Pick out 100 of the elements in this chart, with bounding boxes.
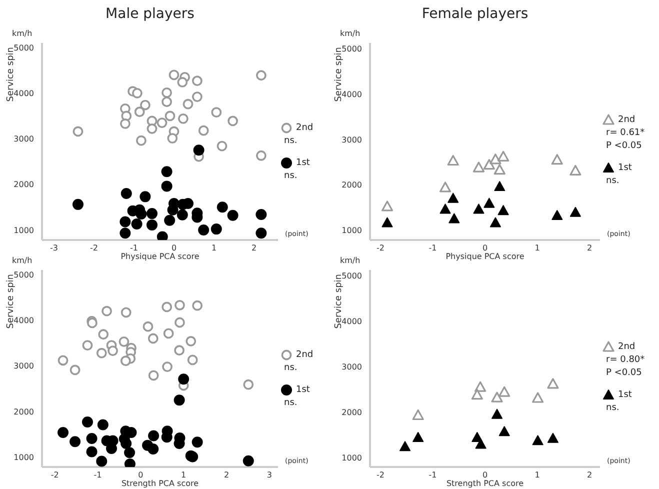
point (148, 333, 158, 344)
point (58, 355, 68, 366)
point (532, 392, 544, 403)
point (400, 441, 411, 452)
point (162, 88, 172, 98)
point (70, 436, 81, 448)
point (484, 198, 495, 208)
point (471, 389, 483, 400)
legend-label: 1st (618, 390, 632, 400)
point (490, 154, 502, 164)
x-tick-label: 0 (171, 244, 177, 253)
y-tick-label: 2000 (342, 408, 362, 417)
point (381, 200, 394, 212)
legend-label: 2nd (618, 342, 636, 352)
point (168, 198, 180, 210)
text: km/h (12, 29, 32, 38)
text: P <0.05 (605, 366, 643, 380)
point (162, 302, 172, 312)
point (70, 364, 80, 376)
y-tick-label: 5000 (14, 43, 34, 52)
point (547, 432, 558, 443)
point (492, 408, 503, 419)
x-tick-label: 0 (138, 470, 144, 480)
y-tick-label: 2000 (342, 180, 362, 190)
chart-title: Female players (420, 6, 530, 22)
point (164, 214, 176, 226)
point (412, 432, 424, 442)
y-tick-label: 4000 (342, 90, 362, 100)
point (174, 394, 185, 406)
point (187, 354, 198, 366)
point (243, 379, 254, 390)
x-tick-label: 0 (482, 244, 488, 253)
point (86, 432, 98, 444)
point (448, 192, 459, 203)
point (98, 329, 109, 340)
x-tick-label: -1 (428, 470, 437, 480)
point (198, 125, 209, 136)
point (552, 210, 563, 220)
point (448, 213, 460, 224)
y-tick-label: 3000 (14, 134, 34, 144)
point (120, 307, 132, 318)
point (242, 455, 254, 466)
point (216, 140, 228, 152)
point (142, 321, 154, 332)
x-tick-label: 1 (534, 470, 540, 480)
point (178, 374, 190, 385)
point (198, 224, 210, 236)
x-tick-label: 3 (266, 470, 272, 480)
point (174, 300, 185, 310)
legend-label: 2nd (296, 122, 314, 133)
point (120, 216, 131, 228)
chart-title: Male players (104, 6, 196, 22)
point (164, 110, 176, 122)
point (256, 208, 267, 220)
x-axis-title: Strength PCA score (445, 479, 525, 488)
point (86, 446, 98, 458)
point (483, 159, 495, 170)
x-axis-title: Physique PCA score (444, 252, 526, 261)
point (177, 77, 188, 88)
x-tick-label: -1 (94, 470, 102, 480)
point (167, 133, 178, 144)
text: ns. (283, 170, 298, 183)
x-tick-label: 1 (534, 244, 540, 253)
point (227, 210, 238, 221)
point (96, 456, 108, 467)
point (120, 188, 132, 199)
text: ns. (283, 396, 298, 410)
text: r= 0.80* (605, 354, 645, 367)
point (475, 438, 486, 449)
point (174, 317, 185, 328)
legend-label: 1st (296, 158, 310, 168)
point (72, 198, 84, 210)
point (136, 208, 147, 220)
point (193, 144, 204, 156)
point (97, 419, 108, 430)
x-tick-label: 2 (587, 244, 592, 253)
point (120, 118, 130, 129)
point (491, 392, 503, 402)
point (228, 116, 238, 126)
point (474, 381, 486, 392)
point (256, 150, 266, 161)
x-tick-label: 0 (482, 470, 488, 480)
point (192, 92, 202, 102)
point (498, 426, 510, 436)
point (192, 436, 203, 448)
point (178, 114, 188, 124)
y-tick-label: 1000 (14, 226, 34, 235)
point (472, 162, 485, 172)
point (108, 346, 118, 356)
y-tick-label: 1000 (14, 453, 34, 462)
point (447, 154, 459, 166)
point (472, 432, 483, 442)
point (82, 340, 93, 351)
point (439, 182, 452, 192)
point (124, 447, 136, 458)
y-tick-label: 2000 (14, 407, 34, 416)
point (490, 217, 501, 228)
x-axis-title: Physique PCA score (120, 252, 200, 261)
point (182, 98, 194, 110)
point (58, 427, 69, 438)
